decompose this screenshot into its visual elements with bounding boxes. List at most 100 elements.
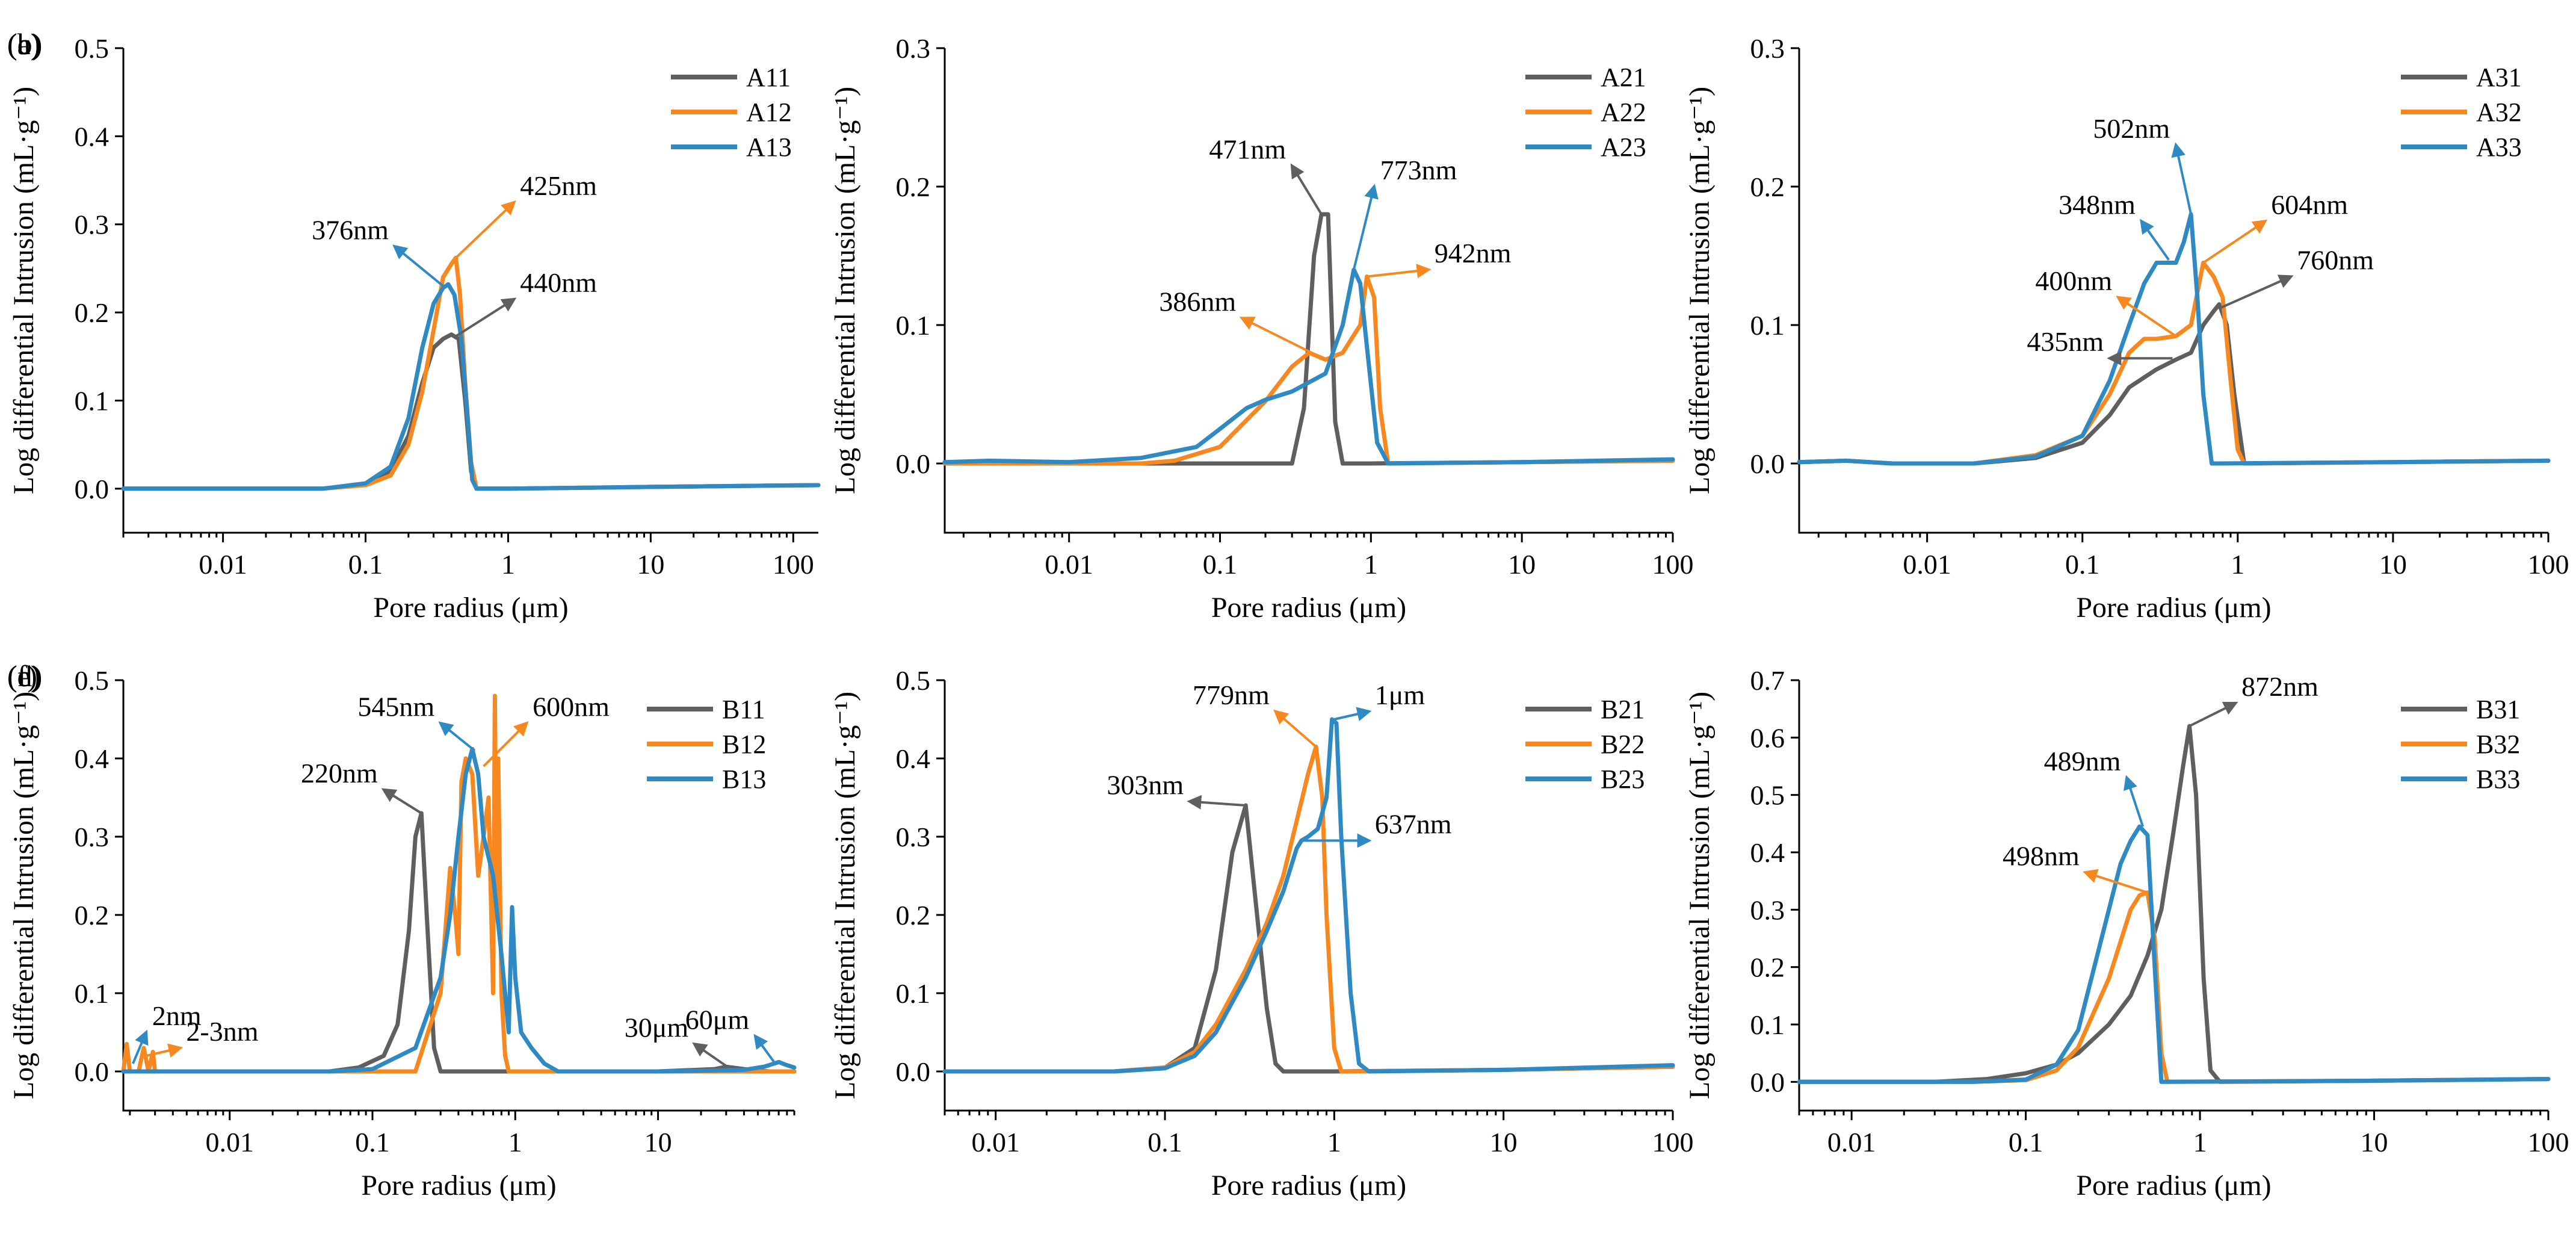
series-line-B33	[1797, 824, 2551, 1084]
annotation-label: 600nm	[533, 692, 610, 722]
annotation-arrow	[2188, 701, 2238, 728]
y-tick-label: 0.1	[75, 978, 110, 1009]
y-tick-label: 0.0	[75, 474, 110, 504]
annotation-label: 30μm	[625, 1012, 689, 1043]
y-tick-label: 0.5	[1750, 780, 1785, 811]
annotation-label: 498nm	[2003, 840, 2080, 871]
annotation-label: 425nm	[520, 170, 597, 201]
x-axis-label: Pore radius (μm)	[1211, 1170, 1406, 1201]
annotation-arrow	[2171, 142, 2193, 215]
legend-entry: A13	[746, 132, 792, 162]
y-tick-label: 0.0	[1750, 1067, 1785, 1097]
annotation-label: 2nm	[152, 1000, 202, 1031]
y-tick-label: 0.1	[1750, 1009, 1785, 1040]
series-line-B22	[942, 745, 1675, 1074]
legend-entry: A11	[746, 63, 791, 92]
legend-entry: B32	[2476, 730, 2520, 759]
y-tick-label: 0.5	[75, 33, 110, 64]
y-tick-label: 0.2	[75, 297, 110, 328]
annotation-arrow	[1273, 709, 1317, 748]
x-tick-label: 10	[1490, 1127, 1518, 1158]
x-axis-label: Pore radius (μm)	[373, 592, 568, 624]
y-tick-label: 0.0	[75, 1056, 110, 1087]
annotation-arrow	[454, 297, 517, 338]
annotation-label: 386nm	[1159, 287, 1236, 317]
annotation-label: 604nm	[2271, 190, 2348, 220]
annotation-label: 489nm	[2044, 746, 2121, 776]
y-tick-label: 0.3	[896, 822, 931, 852]
y-tick-label: 0.4	[75, 121, 110, 152]
annotation-label: 440nm	[520, 267, 597, 298]
y-tick-label: 0.2	[1750, 172, 1785, 202]
series-line-B32	[1797, 890, 2551, 1084]
legend-entry: B31	[2476, 695, 2520, 724]
y-tick-label: 0.2	[896, 900, 931, 931]
legend-entry: A12	[746, 98, 792, 127]
annotation-label: 376nm	[312, 214, 389, 245]
annotation-label: 60μm	[685, 1005, 750, 1035]
x-tick-label: 0.01	[199, 549, 247, 580]
x-tick-label: 1	[2193, 1127, 2207, 1158]
series-line-B23	[942, 717, 1675, 1074]
y-tick-label: 0.3	[75, 209, 110, 240]
annotation-label: 1μm	[1375, 680, 1425, 710]
legend-entry: B21	[1601, 695, 1645, 724]
y-axis-label: Log differential Intrusion (mL·g⁻¹)	[829, 692, 861, 1099]
y-tick-label: 0.0	[896, 448, 931, 479]
annotation-arrow	[146, 1043, 184, 1058]
panel-label: (d)	[7, 659, 42, 693]
y-tick-label: 0.2	[75, 900, 110, 931]
annotation-label: 779nm	[1193, 680, 1270, 710]
annotation-arrow	[1333, 707, 1372, 721]
annotation-arrow	[1352, 184, 1379, 270]
series-line-B13	[121, 746, 797, 1074]
x-tick-label: 100	[1652, 1127, 1694, 1158]
y-axis-label: Log differential Intrusion (mL·g⁻¹)	[1684, 692, 1716, 1099]
annotation-arrow	[455, 200, 516, 259]
legend-entry: B33	[2476, 764, 2520, 794]
x-tick-label: 0.1	[2009, 1127, 2043, 1158]
legend-entry: B12	[722, 730, 766, 759]
annotation-label: 220nm	[301, 758, 378, 789]
series-line-A21	[942, 212, 1675, 466]
y-tick-label: 0.4	[75, 743, 110, 774]
x-tick-label: 0.01	[971, 1127, 1020, 1158]
x-axis-label: Pore radius (μm)	[2076, 1170, 2271, 1201]
y-axis-label: Log differential Intrusion (mL·g⁻¹)	[8, 87, 40, 494]
x-tick-label: 10	[2379, 549, 2407, 580]
legend-entry: A21	[1601, 63, 1646, 92]
annotation-arrow	[2219, 274, 2294, 310]
series-line-A31	[1797, 302, 2551, 466]
panel-label: (f)	[7, 659, 37, 693]
y-tick-label: 0.1	[896, 310, 931, 341]
annotation-arrow	[1290, 163, 1323, 215]
x-tick-label: 1	[2231, 549, 2244, 580]
legend-entry: A22	[1601, 98, 1646, 127]
series-line-B21	[942, 803, 1675, 1074]
y-tick-label: 0.1	[896, 978, 931, 1009]
x-tick-label: 100	[773, 549, 814, 580]
legend-entry: A32	[2476, 98, 2522, 127]
y-tick-label: 0.3	[1750, 33, 1785, 64]
y-tick-label: 0.6	[1750, 722, 1785, 753]
legend-entry: B22	[1601, 730, 1645, 759]
annotation-label: 435nm	[2027, 326, 2104, 357]
y-axis-label: Log differential Intrusion (mL·g⁻¹)	[1684, 87, 1716, 494]
x-tick-label: 0.01	[1045, 549, 1093, 580]
y-tick-label: 0.7	[1750, 665, 1785, 696]
annotation-arrow	[2124, 775, 2145, 827]
annotation-arrow	[132, 1029, 149, 1064]
x-tick-label: 0.01	[1903, 549, 1951, 580]
panel-label: (e)	[7, 659, 41, 693]
y-tick-label: 0.5	[75, 665, 110, 696]
x-tick-label: 1	[501, 549, 515, 580]
axis-frame	[1798, 48, 2548, 534]
annotation-label: 773nm	[1380, 155, 1457, 185]
x-tick-label: 100	[1652, 549, 1694, 580]
annotation-label: 760nm	[2297, 245, 2374, 276]
x-tick-label: 0.1	[355, 1127, 390, 1158]
x-axis-label: Pore radius (μm)	[2076, 592, 2271, 624]
x-tick-label: 0.1	[1147, 1127, 1182, 1158]
